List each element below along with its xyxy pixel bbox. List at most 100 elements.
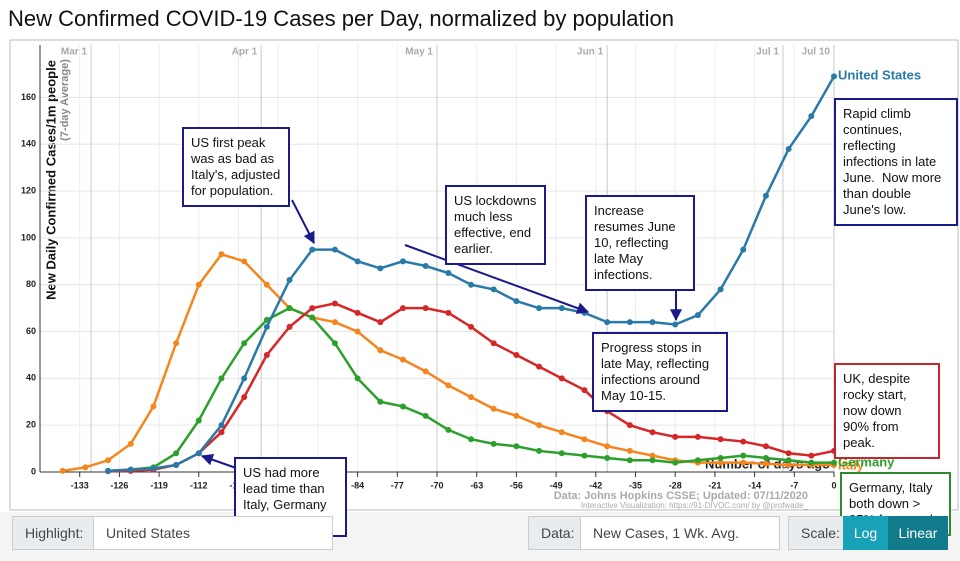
scale-log-button[interactable]: Log <box>843 516 888 550</box>
data-point <box>399 305 406 312</box>
x-tick-label: -84 <box>351 480 364 490</box>
data-point <box>717 436 724 443</box>
data-point <box>808 113 815 120</box>
data-point <box>740 459 747 466</box>
x-tick-label: -119 <box>150 480 168 490</box>
annotation: Rapid climb continues, reflecting infect… <box>834 98 958 226</box>
credit: Interactive Visualization: https://91-DI… <box>581 501 809 510</box>
data-point <box>490 405 497 412</box>
data-point <box>241 340 248 347</box>
data-point <box>354 258 361 265</box>
data-point <box>263 281 270 288</box>
x-tick-label: -133 <box>71 480 89 490</box>
y-tick-label: 160 <box>21 92 36 102</box>
x-tick-label: -42 <box>589 480 602 490</box>
data-point <box>762 443 769 450</box>
data-point <box>490 286 497 293</box>
data-point <box>173 340 180 347</box>
x-tick-label: -112 <box>190 480 208 490</box>
data-point <box>831 459 837 466</box>
annotation: US lockdowns much less effective, end ea… <box>445 185 546 265</box>
date-marker-label: May 1 <box>405 47 433 58</box>
x-tick-label: -63 <box>470 480 483 490</box>
data-point <box>195 281 202 288</box>
highlight-input[interactable]: United States <box>93 516 333 550</box>
data-point <box>785 457 792 464</box>
data-point <box>241 375 248 382</box>
data-point <box>377 347 384 354</box>
data-point <box>740 452 747 459</box>
data-point <box>150 403 157 410</box>
y-tick-label: 120 <box>21 185 36 195</box>
data-point <box>785 145 792 152</box>
data-point <box>694 457 701 464</box>
data-point <box>536 363 543 370</box>
data-point <box>59 467 66 474</box>
date-marker-label: Jul 10 <box>802 47 831 58</box>
annotation: Increase resumes June 10, reflecting lat… <box>585 195 695 291</box>
data-point <box>82 464 89 471</box>
data-point <box>377 265 384 272</box>
date-marker-label: Jul 1 <box>756 47 779 58</box>
data-point <box>195 450 202 457</box>
y-tick-label: 20 <box>26 420 36 430</box>
data-point <box>354 375 361 382</box>
data-point <box>762 460 769 467</box>
x-tick-label: 0 <box>831 480 836 490</box>
data-point <box>513 298 520 305</box>
data-point <box>309 246 316 253</box>
data-point <box>331 340 338 347</box>
data-point <box>808 452 815 459</box>
x-tick-label: -35 <box>629 480 642 490</box>
data-point <box>263 323 270 330</box>
annotation: US first peak was as bad as Italy's, adj… <box>182 127 290 207</box>
y-axis-label: New Daily Confirmed Cases/1m people <box>43 60 58 300</box>
data-point <box>422 368 429 375</box>
data-point <box>626 447 633 454</box>
date-marker-label: Apr 1 <box>232 47 258 58</box>
data-point <box>218 429 225 436</box>
data-point <box>558 375 565 382</box>
data-point <box>581 436 588 443</box>
y-tick-label: 80 <box>26 279 36 289</box>
data-point <box>581 452 588 459</box>
data-point <box>581 387 588 394</box>
plot: 020406080100120140160-133-126-119-112-10… <box>21 45 938 490</box>
data-point <box>649 457 656 464</box>
data-point <box>354 309 361 316</box>
data-point <box>626 422 633 429</box>
data-point <box>445 309 452 316</box>
data-point <box>513 412 520 419</box>
data-label: Data: <box>528 516 581 550</box>
data-point <box>445 270 452 277</box>
data-point <box>604 454 611 461</box>
data-point <box>286 305 293 312</box>
data-point <box>558 429 565 436</box>
x-tick-label: -56 <box>510 480 523 490</box>
data-point <box>717 454 724 461</box>
data-point <box>717 286 724 293</box>
data-select[interactable]: New Cases, 1 Wk. Avg. <box>580 516 780 550</box>
data-point <box>536 422 543 429</box>
data-point <box>672 433 679 440</box>
data-point <box>377 398 384 405</box>
x-tick-label: -49 <box>550 480 563 490</box>
x-tick-label: -126 <box>110 480 128 490</box>
data-point <box>422 263 429 269</box>
scale-linear-button[interactable]: Linear <box>888 516 948 550</box>
data-point <box>694 312 701 319</box>
data-point <box>309 305 316 312</box>
arrow <box>200 453 237 469</box>
y-tick-label: 0 <box>31 466 36 476</box>
data-point <box>468 394 475 401</box>
data-point <box>150 465 157 472</box>
data-point <box>717 459 724 466</box>
data-point <box>105 457 112 464</box>
data-point <box>241 258 248 265</box>
data-point <box>241 394 248 401</box>
x-tick-label: -70 <box>430 480 443 490</box>
data-point <box>785 450 792 457</box>
data-point <box>672 459 679 466</box>
data-point <box>762 192 769 199</box>
